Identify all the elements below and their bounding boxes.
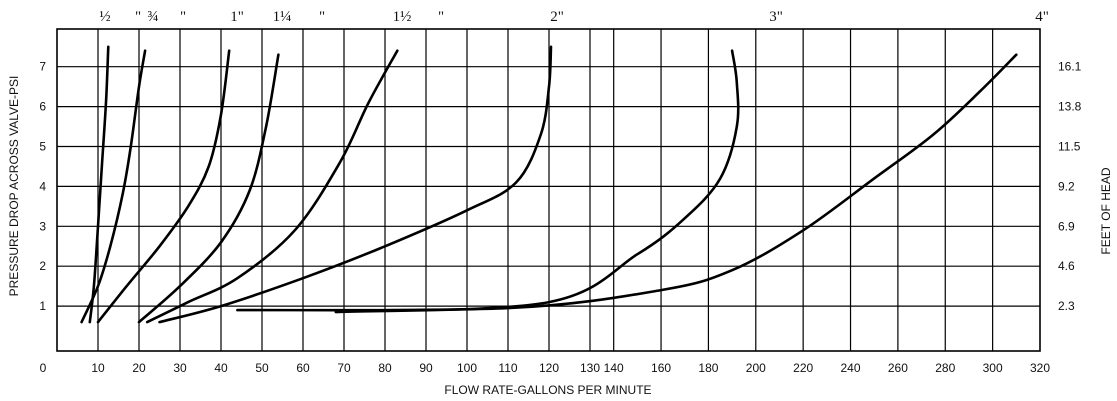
x-tick-label: 50 <box>255 361 269 375</box>
valve-size-label: " <box>319 9 325 25</box>
x-tick-label: 240 <box>841 361 861 375</box>
x-tick-label: 140 <box>604 361 624 375</box>
valve-size-label: " <box>180 9 186 25</box>
y-tick-label: 3 <box>39 219 46 233</box>
curve-3 <box>334 49 740 314</box>
y2-tick-label: 4.6 <box>1058 259 1075 273</box>
x-tick-label: 300 <box>983 361 1003 375</box>
y2-tick-label: 2.3 <box>1058 299 1075 313</box>
valve-size-label: " <box>438 9 444 25</box>
valve-size-label: 2" <box>550 9 564 25</box>
y-tick-label: 2 <box>39 259 46 273</box>
y-tick-label: 1 <box>39 299 46 313</box>
valve-size-label: ¾ <box>147 9 158 25</box>
plot-frame <box>56 28 1041 352</box>
valve-size-label: 1" <box>230 9 244 25</box>
y-tick-label: 4 <box>39 179 46 193</box>
x-tick-label: 20 <box>132 361 146 375</box>
valve-size-label: 1½ <box>393 9 412 25</box>
y2-tick-label: 9.2 <box>1058 179 1075 193</box>
x-tick-label: 200 <box>746 361 766 375</box>
y2-tick-label: 16.1 <box>1058 60 1082 74</box>
y2-tick-label: 11.5 <box>1058 140 1081 154</box>
x-tick-label: 90 <box>419 361 433 375</box>
x-tick-label: 160 <box>651 361 671 375</box>
x-tick-label: 40 <box>214 361 228 375</box>
curve-1¼ <box>137 53 280 324</box>
curve-4 <box>236 53 1018 312</box>
x-tick-label: 280 <box>935 361 955 375</box>
curve-2 <box>158 45 553 324</box>
valve-size-label: ½ <box>99 9 110 25</box>
x-tick-label: 130 <box>580 361 600 375</box>
x-tick-label: 110 <box>498 361 517 375</box>
x-tick-label: 100 <box>457 361 477 375</box>
x-tick-label: 10 <box>91 361 105 375</box>
x-tick-label: 120 <box>539 361 559 375</box>
x-tick-label: 220 <box>793 361 813 375</box>
x-tick-label: 180 <box>698 361 718 375</box>
curves <box>80 45 1018 324</box>
x-tick-label: 80 <box>378 361 392 375</box>
curve-1 <box>96 49 231 324</box>
valve-size-label: 1¼ <box>273 9 292 25</box>
x-tick-label: 320 <box>1030 361 1050 375</box>
x-tick-label: 0 <box>40 361 47 375</box>
x-tick-label: 70 <box>337 361 351 375</box>
y2-tick-label: 6.9 <box>1058 219 1075 233</box>
labels: 0 10 20 30 40 50 60 70 80 90 100 110 120 130 140 160 180… <box>39 9 1081 375</box>
x-axis-title: FLOW RATE-GALLONS PER MINUTE <box>444 383 651 397</box>
x-tick-label: 260 <box>888 361 908 375</box>
y-tick-label: 6 <box>39 100 46 114</box>
y-tick-label: 7 <box>39 60 46 74</box>
x-tick-label: 30 <box>173 361 187 375</box>
curve-1½ <box>145 49 399 324</box>
valve-size-label: " <box>135 9 141 25</box>
y2-axis-title: FEET OF HEAD <box>1099 167 1113 254</box>
x-tick-label: 60 <box>296 361 310 375</box>
y-tick-label: 5 <box>39 140 46 154</box>
curve-¾ <box>80 49 147 324</box>
curve-½ <box>88 45 110 324</box>
valve-size-label: 4" <box>1035 9 1049 25</box>
y-axis-title: PRESSURE DROP ACROSS VALVE-PSI <box>7 76 21 297</box>
valve-size-label: 3" <box>769 9 783 25</box>
y2-tick-label: 13.8 <box>1058 100 1082 114</box>
